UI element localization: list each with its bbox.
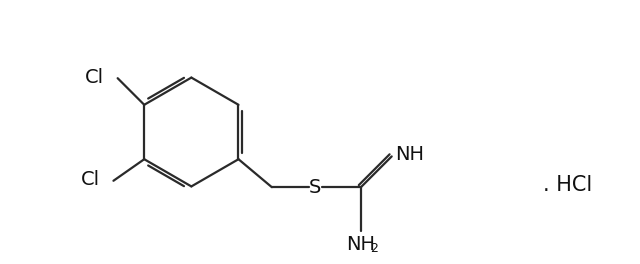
Text: Cl: Cl (84, 68, 104, 87)
Text: NH: NH (395, 145, 424, 164)
Text: Cl: Cl (81, 170, 100, 189)
Text: NH: NH (346, 235, 376, 254)
Text: . HCl: . HCl (543, 175, 592, 195)
Text: 2: 2 (370, 242, 378, 255)
Text: S: S (309, 178, 321, 197)
